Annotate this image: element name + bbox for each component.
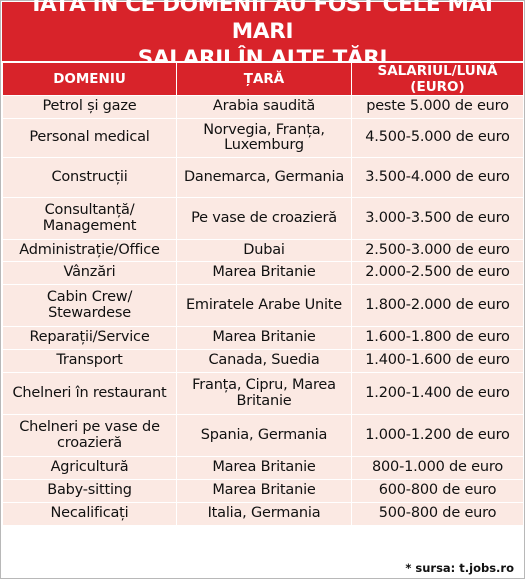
cell-domain: Reparații/Service: [2, 326, 177, 350]
table-row: Baby-sitting Marea Britanie 600-800 de e…: [2, 479, 524, 503]
cell-salary: 1.600-1.800 de euro: [351, 326, 524, 350]
cell-country: Marea Britanie: [176, 456, 352, 480]
title-line-1: IATĂ ÎN CE DOMENII AU FOST CELE MAI MARI: [32, 0, 493, 44]
table-row: Reparații/Service Marea Britanie 1.600-1…: [2, 326, 524, 350]
table-row: Chelneri pe vase de croazieră Spania, Ge…: [2, 414, 524, 457]
cell-country: Italia, Germania: [176, 502, 352, 526]
salary-table: DOMENIU ȚARĂ SALARIUL/LUNĂ (EURO) Petrol…: [2, 62, 524, 526]
source-note: * sursa: t.jobs.ro: [405, 561, 514, 575]
table-row: Personal medical Norvegia, Franța, Luxem…: [2, 118, 524, 158]
cell-country: Pe vase de croazieră: [176, 197, 352, 240]
table-row: Administrație/Office Dubai 2.500-3.000 d…: [2, 239, 524, 262]
cell-domain: Chelneri în restaurant: [2, 372, 177, 415]
cell-domain: Transport: [2, 349, 177, 373]
table-row: Vânzări Marea Britanie 2.000-2.500 de eu…: [2, 261, 524, 285]
cell-domain: Necalificați: [2, 502, 177, 526]
table-row: Petrol și gaze Arabia saudită peste 5.00…: [2, 95, 524, 119]
cell-salary: 1.800-2.000 de euro: [351, 284, 524, 327]
cell-salary: 1.000-1.200 de euro: [351, 414, 524, 457]
page-title: IATĂ ÎN CE DOMENII AU FOST CELE MAI MARI…: [2, 0, 523, 71]
cell-salary: 2.000-2.500 de euro: [351, 261, 524, 285]
header-country: ȚARĂ: [176, 62, 352, 96]
table-row: Consultanță/ Management Pe vase de croaz…: [2, 197, 524, 240]
cell-salary: 3.000-3.500 de euro: [351, 197, 524, 240]
cell-domain: Personal medical: [2, 118, 177, 158]
cell-country: Danemarca, Germania: [176, 157, 352, 198]
cell-domain: Agricultură: [2, 456, 177, 480]
cell-country: Dubai: [176, 239, 352, 262]
cell-domain: Construcții: [2, 157, 177, 198]
cell-country: Spania, Germania: [176, 414, 352, 457]
cell-salary: 4.500-5.000 de euro: [351, 118, 524, 158]
cell-salary: 800-1.000 de euro: [351, 456, 524, 480]
table-header-row: DOMENIU ȚARĂ SALARIUL/LUNĂ (EURO): [2, 62, 524, 96]
cell-salary: peste 5.000 de euro: [351, 95, 524, 119]
cell-salary: 1.200-1.400 de euro: [351, 372, 524, 415]
cell-country: Arabia saudită: [176, 95, 352, 119]
cell-country: Marea Britanie: [176, 261, 352, 285]
cell-salary: 3.500-4.000 de euro: [351, 157, 524, 198]
cell-country: Franța, Cipru, Marea Britanie: [176, 372, 352, 415]
cell-country: Marea Britanie: [176, 326, 352, 350]
cell-domain: Chelneri pe vase de croazieră: [2, 414, 177, 457]
cell-country: Canada, Suedia: [176, 349, 352, 373]
table-row: Agricultură Marea Britanie 800-1.000 de …: [2, 456, 524, 480]
cell-country: Marea Britanie: [176, 479, 352, 503]
cell-domain: Cabin Crew/ Stewardese: [2, 284, 177, 327]
table-row: Necalificați Italia, Germania 500-800 de…: [2, 502, 524, 526]
cell-salary: 1.400-1.600 de euro: [351, 349, 524, 373]
cell-domain: Vânzări: [2, 261, 177, 285]
cell-salary: 500-800 de euro: [351, 502, 524, 526]
cell-domain: Petrol și gaze: [2, 95, 177, 119]
table-row: Transport Canada, Suedia 1.400-1.600 de …: [2, 349, 524, 373]
header-domain: DOMENIU: [2, 62, 177, 96]
cell-domain: Administrație/Office: [2, 239, 177, 262]
table-row: Cabin Crew/ Stewardese Emiratele Arabe U…: [2, 284, 524, 327]
cell-domain: Baby-sitting: [2, 479, 177, 503]
cell-country: Norvegia, Franța, Luxemburg: [176, 118, 352, 158]
table-row: Chelneri în restaurant Franța, Cipru, Ma…: [2, 372, 524, 415]
cell-salary: 2.500-3.000 de euro: [351, 239, 524, 262]
table-row: Construcții Danemarca, Germania 3.500-4.…: [2, 157, 524, 198]
cell-country: Emiratele Arabe Unite: [176, 284, 352, 327]
cell-salary: 600-800 de euro: [351, 479, 524, 503]
cell-domain: Consultanță/ Management: [2, 197, 177, 240]
header-salary: SALARIUL/LUNĂ (EURO): [351, 62, 524, 96]
